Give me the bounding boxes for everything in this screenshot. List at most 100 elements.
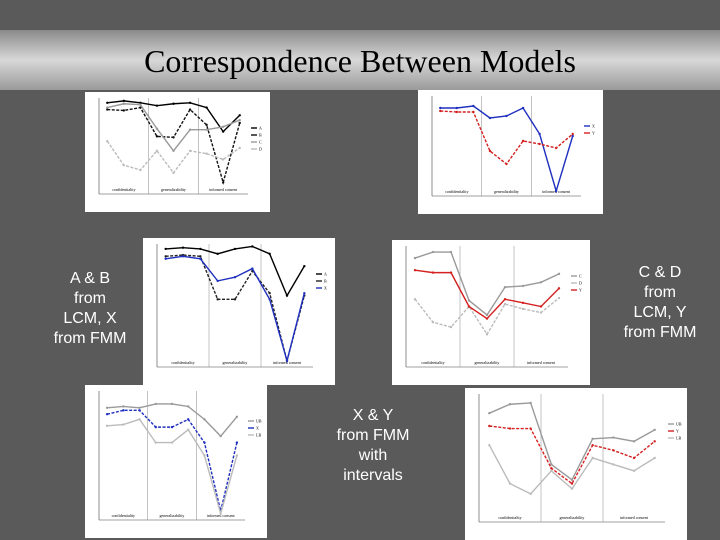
point [413,269,417,272]
point [508,482,512,485]
point [467,305,471,308]
section-label: confidentiality [112,513,135,518]
point [653,456,656,460]
legend-label: LB [676,436,681,441]
point [485,313,489,317]
point [508,403,512,406]
point [632,469,636,472]
section-label: generalizability [161,187,186,192]
point [187,428,190,431]
caption-line: LCM, X [63,310,117,327]
point [251,245,254,248]
point [238,146,241,150]
point [221,130,225,133]
point [557,296,561,300]
point [488,116,492,120]
point [472,110,475,114]
point [521,284,525,288]
point [571,132,574,136]
section-label: generalizability [560,515,585,520]
series-line [489,425,656,485]
legend-label: A [259,126,262,131]
section-label: informed consent [273,360,302,365]
point [106,140,109,143]
point [449,325,453,329]
point [570,487,574,490]
point [203,418,206,421]
point [164,257,167,260]
point [554,146,558,150]
caption-line: A & B [70,270,110,287]
section-label: informed consent [527,360,556,365]
point [503,302,507,306]
point [538,132,541,136]
point [139,103,142,106]
point [122,109,126,112]
point [612,449,615,452]
point [612,436,615,439]
point [205,128,208,131]
point [529,401,532,405]
point [154,425,157,429]
point [155,127,159,130]
series-line [165,254,306,364]
point [233,298,237,301]
point [505,114,508,118]
point [431,271,435,274]
point [199,255,202,258]
point [503,285,507,289]
legend-label: Y [579,288,582,293]
point [172,171,175,175]
caption-line: LCM, Y [633,304,686,321]
point [235,454,239,457]
point [653,428,656,432]
section-label: informed consent [209,187,238,192]
caption-line: X & Y [353,407,394,424]
legend-label: Y [676,429,679,434]
point [557,287,561,290]
point [188,101,192,105]
chart-panel [465,388,687,540]
legend-label: LB [256,433,261,438]
point [268,292,271,295]
point [488,424,491,428]
point [155,104,159,107]
point [170,441,174,444]
caption-line: from FMM [624,324,697,341]
point [138,406,141,409]
section-label: generalizability [494,189,519,194]
point [439,109,442,113]
point [268,298,271,301]
point [219,512,222,515]
section-label: generalizability [475,360,500,365]
point [122,409,125,412]
point [521,139,525,143]
chart-panel [418,90,603,214]
legend-label: X [324,286,327,291]
point [550,469,553,472]
point [181,246,185,249]
point [238,114,241,117]
title-band [0,30,720,90]
point [570,478,574,481]
point [550,463,553,466]
point [554,189,558,193]
chart-panel [85,92,270,212]
point [503,298,507,301]
point [105,406,109,409]
point [188,108,192,111]
caption-line: from FMM [337,427,410,444]
point [105,424,109,428]
section-label: informed consent [207,513,236,518]
point [106,101,109,105]
legend-label: D [259,147,262,152]
point [521,106,525,110]
point [505,162,508,166]
point [485,317,489,320]
point [571,134,574,138]
point [199,247,202,251]
point [431,321,435,324]
legend-label: X [592,124,595,129]
legend-label: UB [256,419,262,424]
